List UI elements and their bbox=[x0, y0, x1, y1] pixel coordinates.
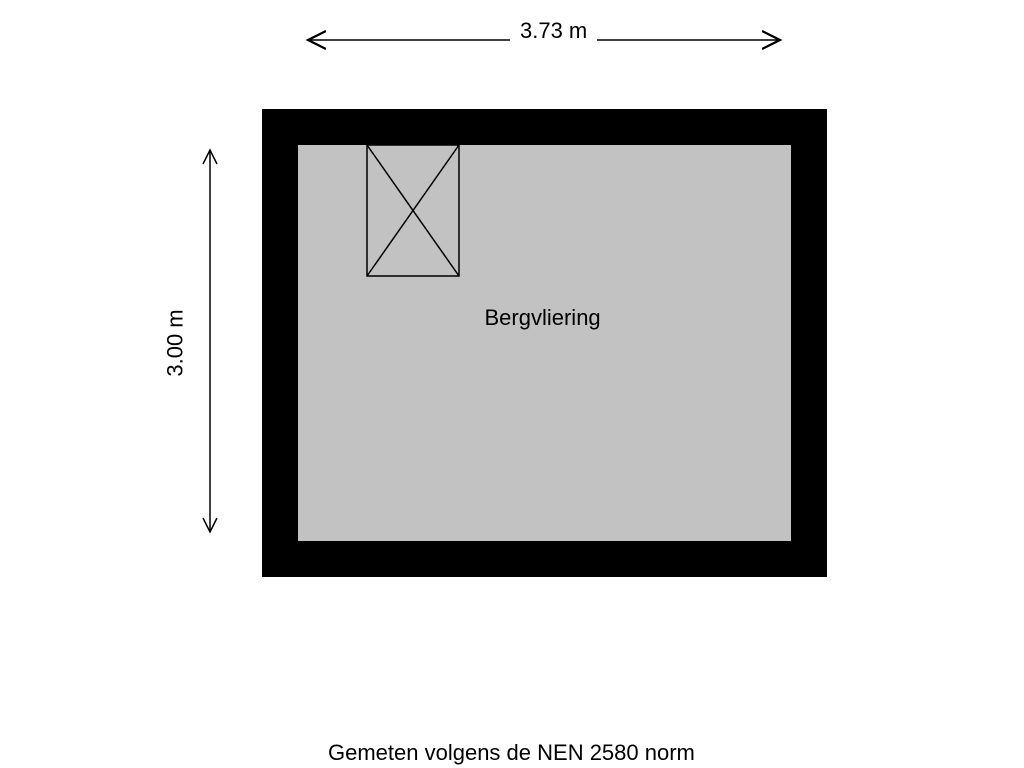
dimension-height-arrow bbox=[0, 0, 1024, 768]
dimension-height-label: 3.00 m bbox=[163, 299, 189, 386]
floorplan-canvas: Bergvliering 3.73 m 3.00 m Gemete bbox=[0, 0, 1024, 768]
footer-note: Gemeten volgens de NEN 2580 norm bbox=[328, 740, 695, 766]
